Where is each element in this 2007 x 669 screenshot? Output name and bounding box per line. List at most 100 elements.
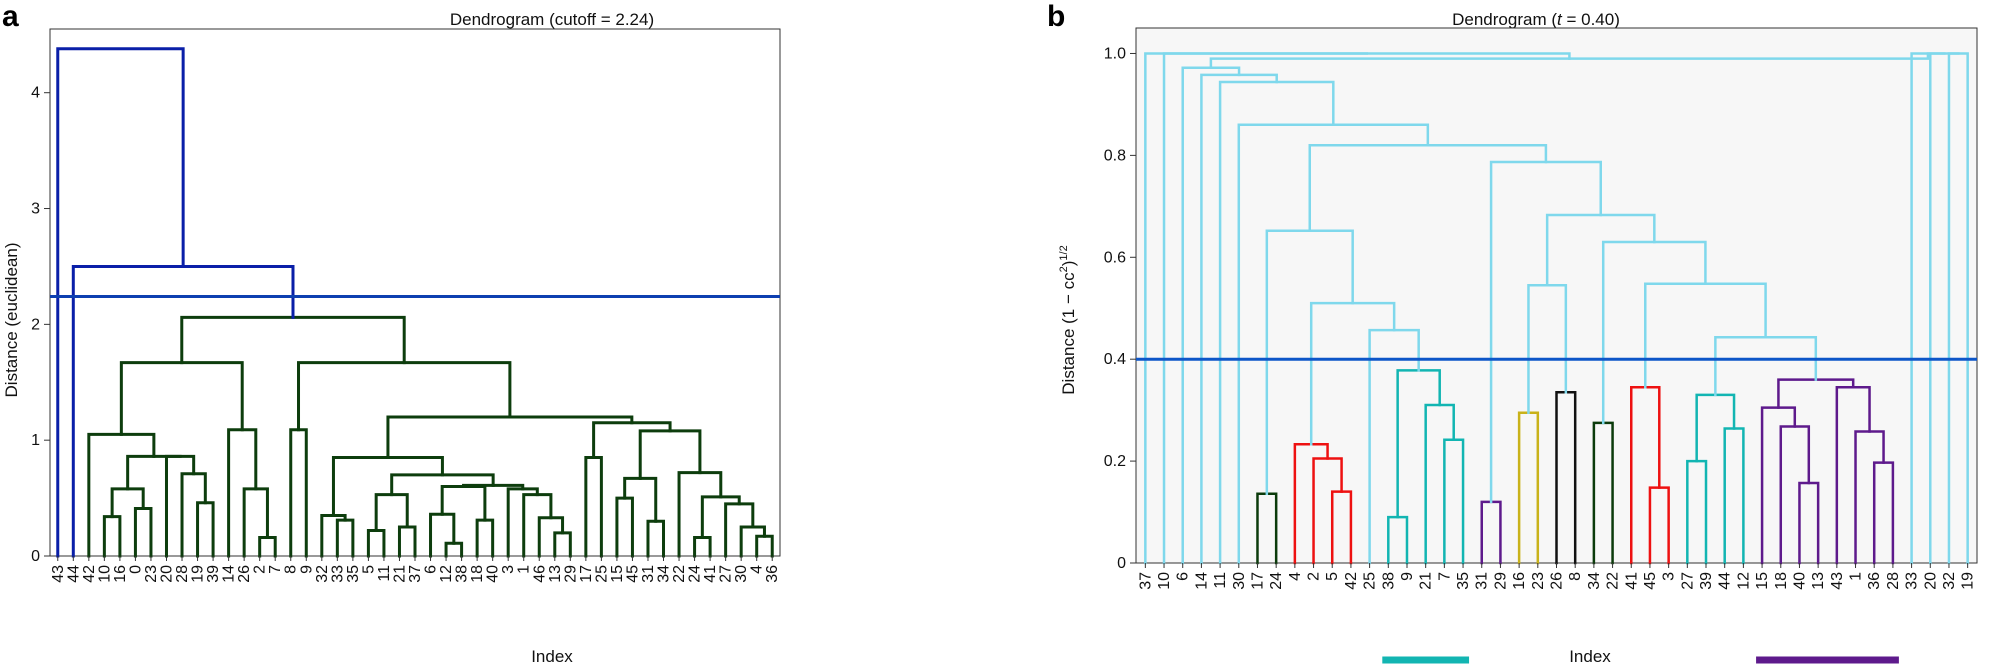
panel-a-ytick-label: 4 — [31, 85, 40, 102]
panel-b-leaf-label: 41 — [1623, 572, 1640, 590]
panel-b-leaf-label: 33 — [1904, 572, 1921, 590]
panel-a-leaf-label: 11 — [376, 565, 393, 582]
panel-b-leaf-label: 42 — [1343, 572, 1360, 590]
panel-b-leaf-label: 3 — [1661, 572, 1678, 581]
panel-a-leaf-label: 0 — [127, 565, 144, 574]
panel-b-link — [1910, 52, 1946, 565]
panel-a-leaf-label: 37 — [407, 565, 424, 583]
panel-a-leaf-label: 26 — [236, 565, 253, 583]
panel-b-plot: 00.20.40.60.81.037 10 6 14 11 30 17 24 4 2 5 42 25 38… — [1104, 27, 1978, 664]
panel-b-leaf-label: 27 — [1679, 572, 1696, 590]
panel-a-leaf-label: 22 — [671, 565, 688, 583]
panel-b-ylabel-sup12: 1/2 — [1058, 245, 1070, 260]
panel-b-leaf-label: 19 — [1960, 572, 1977, 590]
panel-b-leaf-label: 36 — [1866, 572, 1883, 590]
panel-b-leaf-label: 37 — [1137, 572, 1154, 590]
panel-a-leaf-label: 13 — [547, 565, 564, 583]
panel-b-leaf-label: 2 — [1306, 572, 1323, 581]
panel-a-leaf-label: 15 — [609, 565, 626, 583]
panel-b-xlabel: Index — [1569, 647, 1611, 666]
panel-b-ylabel-sup2: 2 — [1058, 266, 1070, 272]
panel-a-leaf-label: 29 — [562, 565, 579, 583]
panel-a-leaf-label: 33 — [329, 565, 346, 583]
panel-a-leaf-label: 38 — [454, 565, 471, 583]
panel-a-leaf-label: 10 — [96, 565, 113, 583]
panel-b-leaf-label: 31 — [1474, 572, 1491, 590]
panel-b-leaf-label: 17 — [1249, 572, 1266, 590]
panel-b: b Dendrogram (t = 0.40) 0 0.2 0.4 0.6 0.8 1.0… — [1047, 0, 1978, 666]
panel-b-leaf-label: 13 — [1810, 572, 1827, 590]
panel-b-leaf-label: 30 — [1231, 572, 1248, 590]
panel-b-leaf-label: 21 — [1418, 572, 1435, 590]
panel-a-leaf-label: 16 — [112, 565, 129, 583]
panel-a-plot-frame — [49, 28, 781, 557]
panel-b-leaf-label: 25 — [1362, 572, 1379, 590]
panel-b-title-var: t — [1557, 10, 1563, 29]
panel-a-leaf-label: 35 — [345, 565, 362, 583]
panel-a-leaf-label: 3 — [500, 565, 517, 574]
panel-a-leaf-label: 8 — [283, 565, 300, 574]
panel-a-leaf-label: 43 — [50, 565, 67, 583]
panel-a-leaf-label: 9 — [298, 565, 315, 574]
panel-a-leaf-label: 28 — [174, 565, 191, 583]
panel-b-leaf-label: 20 — [1922, 572, 1939, 590]
panel-a-leaf-label: 44 — [65, 565, 82, 583]
panel-a-leaf-label: 36 — [764, 565, 781, 583]
panel-b-leaf-label: 7 — [1436, 572, 1453, 581]
panel-b-leaf-label: 35 — [1455, 572, 1472, 590]
panel-a-ytick-label: 0 — [31, 548, 40, 565]
panel-a-leaf-label: 20 — [158, 565, 175, 583]
panel-b-ytick-label: 0.4 — [1104, 351, 1126, 368]
panel-b-leaf-label: 6 — [1175, 572, 1192, 581]
panel-b-leaf-label: 26 — [1549, 572, 1566, 590]
panel-b-letter: b — [1047, 0, 1065, 33]
panel-b-ytick-label: 0.6 — [1104, 249, 1126, 266]
panel-a-leaf-label: 12 — [438, 565, 455, 583]
panel-a-ylabel: Distance (euclidean) — [2, 243, 21, 398]
panel-b-leaf-label: 4 — [1287, 572, 1304, 581]
panel-a-plot: 0123443444210160232028193914262789323335… — [31, 28, 781, 583]
panel-a-leaf-label: 14 — [221, 565, 238, 583]
panel-a-leaf-label: 34 — [656, 565, 673, 583]
panel-b-ytick-label: 0 — [1117, 555, 1126, 572]
panel-a-ytick-label: 2 — [31, 316, 40, 333]
panel-b-leaf-label: 22 — [1605, 572, 1622, 590]
panel-a-xlabel: Index — [531, 647, 573, 666]
panel-b-leaf-label: 15 — [1754, 572, 1771, 590]
panel-b-link — [1144, 52, 1368, 565]
panel-a-link — [126, 454, 182, 491]
panel-b-leaf-label: 28 — [1885, 572, 1902, 590]
panel-b-ylabel-main: Distance (1 − cc — [1059, 272, 1078, 395]
panel-a-title: Dendrogram (cutoff = 2.24) — [450, 10, 654, 29]
panel-a-leaf-label: 4 — [749, 565, 766, 574]
panel-b-leaf-label: 10 — [1156, 572, 1173, 590]
panel-b-leaf-label: 29 — [1492, 572, 1509, 590]
panel-b-leaf-label: 44 — [1717, 572, 1734, 590]
panel-a-leaf-label: 6 — [423, 565, 440, 574]
panel-b-ytick-label: 0.8 — [1104, 147, 1126, 164]
panel-a-leaf-label: 46 — [531, 565, 548, 583]
panel-b-leaf-label: 24 — [1268, 572, 1285, 590]
panel-b-leaf-label: 16 — [1511, 572, 1528, 590]
panel-b-leaf-label: 40 — [1791, 572, 1808, 590]
panel-a-leaf-label: 31 — [640, 565, 657, 583]
panel-b-leaf-label: 32 — [1941, 572, 1958, 590]
panel-b-ytick-label: 1.0 — [1104, 45, 1126, 62]
panel-b-leaf-label: 45 — [1642, 572, 1659, 590]
panel-b-leaf-label: 11 — [1212, 572, 1229, 589]
panel-a-link — [56, 47, 185, 558]
panel-b-ytick-label: 0.2 — [1104, 453, 1126, 470]
panel-a-letter: a — [2, 0, 19, 33]
panel-a-leaf-label: 17 — [578, 565, 595, 583]
panel-a-leaf-label: 45 — [624, 565, 641, 583]
panel-b-leaf-label: 12 — [1735, 572, 1752, 590]
panel-b-title: Dendrogram (t = 0.40) — [1452, 10, 1620, 29]
panel-a-leaf-label: 18 — [469, 565, 486, 583]
panel-b-leaf-label: 1 — [1848, 572, 1865, 581]
panel-a-leaf-label: 1 — [516, 565, 533, 574]
panel-a-leaf-label: 19 — [190, 565, 207, 583]
panel-a-ytick-label: 1 — [31, 432, 40, 449]
panel-a-leaf-label: 5 — [360, 565, 377, 574]
panel-b-title-suffix: = 0.40) — [1562, 10, 1620, 29]
